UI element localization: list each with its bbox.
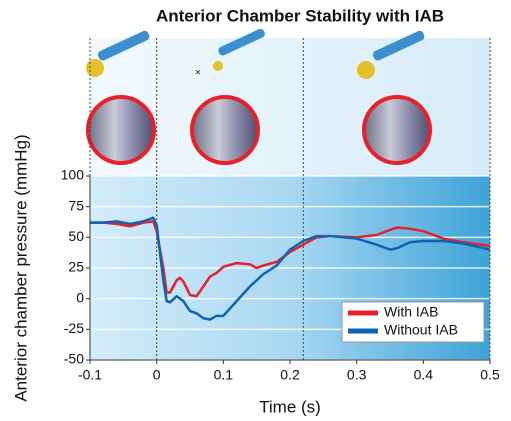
x-tick-label: -0.1: [78, 367, 102, 383]
y-tick-label: 100: [61, 167, 85, 183]
x-tick-label: 0.2: [280, 367, 300, 383]
magnified-view: [88, 97, 154, 163]
magnified-view: [192, 97, 258, 163]
y-tick-label: 75: [68, 197, 84, 213]
y-tick-label: 25: [68, 259, 84, 275]
chart: Anterior Chamber Stability with IAB × Ti…: [0, 0, 511, 421]
y-axis-label: Anterior chamber pressure (mmHg): [11, 134, 30, 401]
legend: With IAB Without IAB: [342, 302, 484, 342]
y-tick-label: 50: [68, 228, 84, 244]
legend-label: With IAB: [384, 304, 438, 320]
y-tick-label: -25: [64, 320, 84, 336]
legend-label: Without IAB: [384, 322, 458, 338]
x-tick-label: 0.4: [414, 367, 434, 383]
x-tick-label: 0.5: [480, 367, 500, 383]
x-tick-label: 0.3: [347, 367, 367, 383]
illustration-band: [90, 38, 490, 176]
magnified-view: [364, 97, 430, 163]
svg-text:×: ×: [195, 68, 201, 79]
x-tick-label: 0: [153, 367, 161, 383]
x-axis-label: Time (s): [259, 397, 321, 416]
y-tick-label: 0: [76, 289, 84, 305]
x-tick-label: 0.1: [214, 367, 234, 383]
y-tick-label: -50: [64, 351, 84, 367]
chart-title: Anterior Chamber Stability with IAB: [156, 6, 444, 25]
